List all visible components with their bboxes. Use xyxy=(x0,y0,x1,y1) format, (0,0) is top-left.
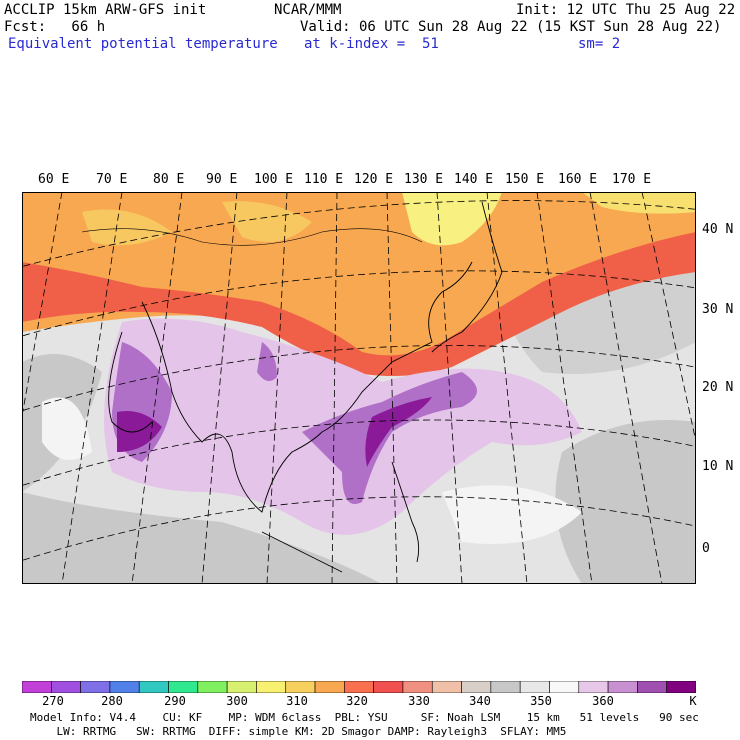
grey-band xyxy=(555,420,696,584)
purple-region-mid xyxy=(257,342,277,381)
latitude-line xyxy=(22,419,696,486)
colorbar-swatch xyxy=(490,681,521,693)
coastline-japan xyxy=(431,201,503,353)
colorbar-swatch xyxy=(51,681,81,693)
colorbar-swatch xyxy=(607,681,638,693)
lon-label: 110 E xyxy=(304,172,344,187)
latitude-line xyxy=(22,496,696,561)
lat-label: 30 N xyxy=(702,302,734,317)
colorbar-label: 310 xyxy=(286,694,308,708)
longitude-line xyxy=(61,192,123,584)
lon-label: 130 E xyxy=(404,172,444,187)
colorbar-swatch xyxy=(373,681,404,693)
lon-label: 160 E xyxy=(558,172,598,187)
header-valid-time: Valid: 06 UTC Sun 28 Aug 22 (15 KST Sun … xyxy=(300,19,722,35)
header-forecast-hour: Fcst: 66 h xyxy=(4,19,106,35)
lon-label: 120 E xyxy=(354,172,394,187)
lon-label: 60 E xyxy=(38,172,70,187)
grey-band xyxy=(502,262,696,374)
colorbar-swatch xyxy=(285,681,316,693)
light-band xyxy=(442,485,582,544)
header-smoothing: sm= 2 xyxy=(578,36,621,52)
coastline-asia xyxy=(141,261,473,513)
latitude-line xyxy=(22,200,696,267)
lat-label: 20 N xyxy=(702,380,734,395)
colorbar-label: 280 xyxy=(101,694,123,708)
warm-region-yellow xyxy=(582,192,696,214)
colorbar-label: 300 xyxy=(226,694,248,708)
colorbar-swatch xyxy=(666,681,696,693)
colorbar-swatch xyxy=(138,681,169,693)
lat-label: 0 xyxy=(702,541,710,556)
country-borders xyxy=(81,228,423,246)
lon-label: 150 E xyxy=(505,172,545,187)
colorbar-swatch xyxy=(256,681,287,693)
latitude-line xyxy=(22,345,696,412)
warm-region-orange xyxy=(22,192,696,364)
colorbar-swatch xyxy=(344,681,374,693)
light-band xyxy=(42,397,92,460)
lon-label: 140 E xyxy=(454,172,494,187)
lon-label: 90 E xyxy=(206,172,238,187)
longitude-line xyxy=(641,192,696,444)
colorbar-swatch xyxy=(461,681,492,693)
lon-label: 100 E xyxy=(254,172,294,187)
longitude-lines xyxy=(22,192,696,584)
colorbar-label: 320 xyxy=(346,694,368,708)
colorbar-label: 360 xyxy=(592,694,614,708)
colorbar-swatch xyxy=(314,681,345,693)
colorbar-label: 290 xyxy=(164,694,186,708)
footer-model-info: Model Info: V4.4 CU: KF MP: WDM 6class P… xyxy=(30,711,699,724)
lon-label: 170 E xyxy=(612,172,652,187)
purple-region-dark xyxy=(365,397,432,467)
purple-region-dark xyxy=(117,411,162,452)
warm-region-light xyxy=(82,209,172,246)
header-model-title: ACCLIP 15km ARW-GFS init xyxy=(4,2,207,18)
colorbar-label: 270 xyxy=(42,694,64,708)
colorbar xyxy=(22,681,696,693)
colorbar-label: 330 xyxy=(408,694,430,708)
colorbar-swatch xyxy=(226,681,257,693)
coastline-indonesia xyxy=(261,531,343,573)
longitude-line xyxy=(589,192,663,584)
longitude-line xyxy=(22,192,63,419)
warm-region-yellow xyxy=(402,192,502,246)
colorbar-label: 340 xyxy=(469,694,491,708)
colorbar-swatch xyxy=(431,681,462,693)
colorbar-swatch xyxy=(549,681,580,693)
colorbar-swatch xyxy=(168,681,199,693)
header-init-time: Init: 12 UTC Thu 25 Aug 22 xyxy=(516,2,736,18)
colorbar-label: 350 xyxy=(530,694,552,708)
lon-label: 80 E xyxy=(153,172,185,187)
grey-band xyxy=(22,492,382,584)
header-level: at k-index = 51 xyxy=(304,36,439,52)
colorbar-swatch xyxy=(402,681,433,693)
colorbar-swatch xyxy=(637,681,667,693)
colorbar-swatch xyxy=(80,681,111,693)
purple-region-mid xyxy=(302,372,477,504)
map-frame xyxy=(22,192,696,584)
warm-region-red xyxy=(22,232,696,376)
colorbar-swatch xyxy=(519,681,550,693)
coastline-india xyxy=(108,331,153,433)
lat-label: 40 N xyxy=(702,222,734,237)
latitude-lines xyxy=(22,200,696,561)
colorbar-swatch xyxy=(109,681,140,693)
header-institution: NCAR/MMM xyxy=(274,2,342,18)
equivalent-potential-temperature-map xyxy=(22,192,696,584)
colorbar-swatch xyxy=(22,681,52,693)
header-field-name: Equivalent potential temperature xyxy=(8,36,278,52)
coastline-philippines xyxy=(391,461,420,563)
colorbar-unit: K xyxy=(689,694,697,708)
latitude-line xyxy=(22,270,696,337)
lon-label: 70 E xyxy=(96,172,128,187)
lat-label: 10 N xyxy=(702,459,734,474)
coastlines xyxy=(81,201,503,573)
warm-region-light xyxy=(222,201,312,242)
footer-physics-info: LW: RRTMG SW: RRTMG DIFF: simple KM: 2D … xyxy=(30,725,567,738)
colorbar-swatch xyxy=(197,681,228,693)
colorbar-swatch xyxy=(578,681,609,693)
